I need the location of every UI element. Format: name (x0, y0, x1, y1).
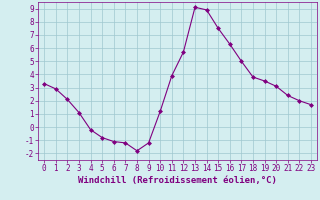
X-axis label: Windchill (Refroidissement éolien,°C): Windchill (Refroidissement éolien,°C) (78, 176, 277, 185)
